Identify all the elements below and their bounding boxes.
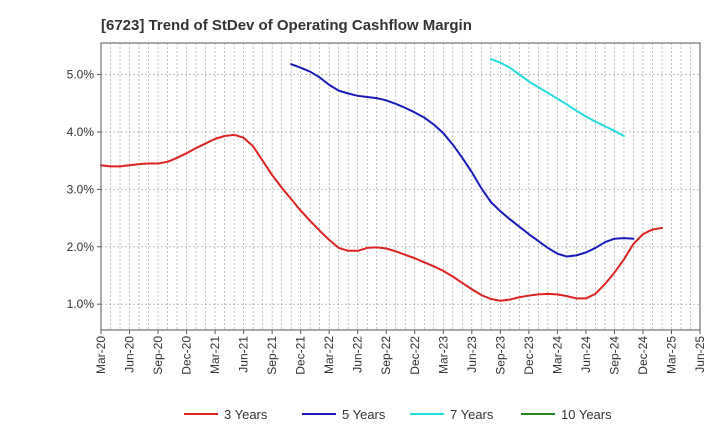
legend-label: 5 Years bbox=[342, 407, 386, 422]
y-tick-label: 3.0% bbox=[67, 182, 95, 196]
x-tick-label: Jun-20 bbox=[123, 336, 137, 373]
x-tick-label: Jun-24 bbox=[579, 336, 593, 373]
x-tick-label: Jun-25 bbox=[693, 336, 707, 373]
x-tick-label: Jun-23 bbox=[465, 336, 479, 373]
chart-title: [6723] Trend of StDev of Operating Cashf… bbox=[101, 17, 472, 34]
x-tick-label: Dec-20 bbox=[180, 336, 194, 375]
series-line-5-years bbox=[290, 63, 635, 258]
x-tick-label: Sep-22 bbox=[379, 336, 393, 375]
x-tick-label: Dec-21 bbox=[294, 336, 308, 375]
x-tick-label: Mar-25 bbox=[664, 336, 678, 374]
x-tick-label: Mar-23 bbox=[436, 336, 450, 374]
y-tick-label: 1.0% bbox=[67, 297, 95, 311]
x-tick-label: Dec-24 bbox=[636, 336, 650, 375]
y-tick-label: 5.0% bbox=[67, 68, 95, 82]
x-tick-label: Dec-23 bbox=[522, 336, 536, 375]
lines-layer bbox=[100, 58, 663, 302]
x-tick-label: Jun-21 bbox=[237, 336, 251, 373]
x-tick-label: Dec-22 bbox=[408, 336, 422, 375]
x-tick-label: Sep-23 bbox=[493, 336, 507, 375]
series-line-7-years bbox=[489, 58, 625, 137]
legend-label: 10 Years bbox=[561, 407, 612, 422]
x-tick-label: Mar-20 bbox=[94, 336, 108, 374]
x-tick-label: Jun-22 bbox=[351, 336, 365, 373]
y-axis-ticks: 1.0% 2.0% 3.0% 4.0% 5.0% bbox=[67, 68, 101, 311]
grid-layer bbox=[101, 43, 700, 330]
x-tick-label: Mar-21 bbox=[208, 336, 222, 374]
legend-label: 7 Years bbox=[450, 407, 494, 422]
x-tick-label: Mar-22 bbox=[322, 336, 336, 374]
legend-label: 3 Years bbox=[224, 407, 268, 422]
x-tick-label: Sep-24 bbox=[607, 336, 621, 375]
legend: 3 Years 5 Years 7 Years 10 Years bbox=[184, 407, 612, 422]
x-tick-label: Sep-21 bbox=[265, 336, 279, 375]
x-axis-ticks: Mar-20 Jun-20 Sep-20 Dec-20 Mar-21 Jun-21 Sep-… bbox=[94, 330, 707, 375]
y-tick-label: 4.0% bbox=[67, 125, 95, 139]
x-tick-label: Sep-20 bbox=[151, 336, 165, 375]
x-tick-label: Mar-24 bbox=[550, 336, 564, 374]
plot-frame bbox=[100, 42, 701, 331]
y-tick-label: 2.0% bbox=[67, 240, 95, 254]
series-line-3-years bbox=[100, 133, 663, 302]
